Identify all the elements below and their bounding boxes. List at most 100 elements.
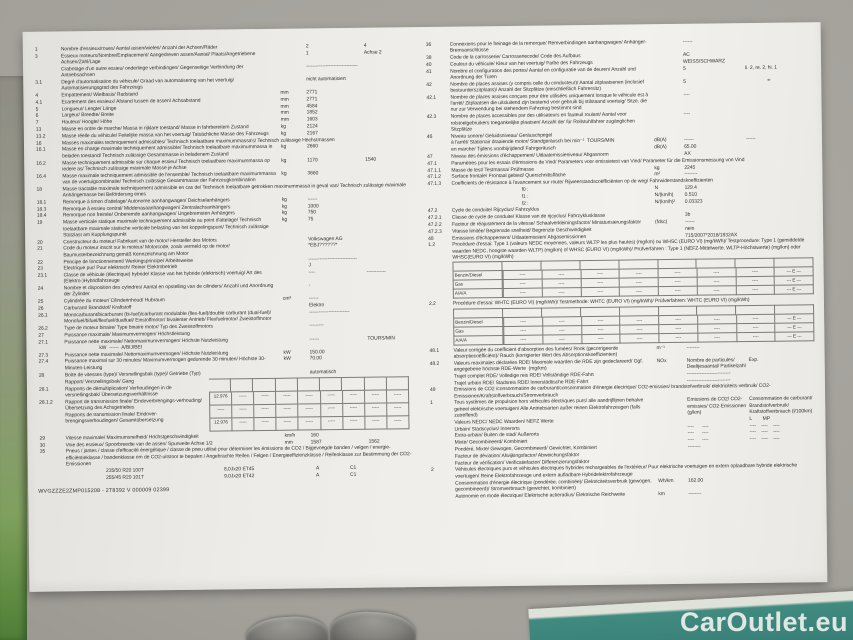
row-value-2 [365, 129, 417, 130]
table-cell: ----- [298, 391, 321, 405]
table-cell: ---- [659, 324, 699, 334]
table-cell: ---- [697, 314, 737, 325]
table-cell: ----- [364, 390, 388, 404]
row-number: 3 [34, 53, 38, 60]
gearbox-section: Rapport/ Versnellingsbak/ Gang 28.1 Rapp… [37, 375, 421, 434]
row-unit: mm [280, 96, 289, 103]
table-cell: ---- [542, 316, 582, 327]
row-number: 26 [37, 305, 44, 312]
table-cell: ---- [581, 334, 621, 344]
row-label: Rapports de démultiplication/ Verhouding… [64, 384, 173, 399]
row-number: 41 [426, 68, 432, 75]
row-value: 3660 [307, 169, 319, 177]
emission-column-header [619, 259, 659, 270]
row-value-2 [745, 90, 811, 91]
rim-size: 9,0Jx20 ET42 [224, 472, 255, 480]
row-value-2 [749, 369, 815, 370]
emission-column-header [580, 259, 620, 271]
document-columns: 1 Nombre d'essieux/roues/ Aantal assen/w… [33, 37, 818, 591]
row-value-2 [368, 348, 420, 349]
left-rows-block-2: 29 Vitesse maximale/ Maximumsnelheid/ Hö… [38, 431, 421, 468]
row-number: 1 [34, 46, 38, 53]
row-unit: N/(km/h)² [654, 198, 676, 205]
row-number: 48.2 [429, 360, 440, 367]
row-unit: m⁻¹ [656, 344, 665, 351]
energy-class: A [315, 465, 320, 472]
row-value: 5 [683, 78, 687, 85]
table-cell: ----- [298, 404, 321, 418]
table-cell: ----- [254, 417, 277, 431]
table-cell: ----- [320, 390, 343, 405]
row-number: 6 [35, 113, 39, 120]
row-unit: N/(km/h) [654, 191, 674, 199]
row-value-2 [366, 209, 418, 210]
row-value: - [308, 282, 311, 289]
row-number: 49 [429, 387, 436, 394]
right-rows-block-1: 36 Connexions pour le freinage de la rem… [424, 37, 814, 261]
table-cell: ---- [503, 317, 543, 327]
row-unit: kg [281, 144, 287, 151]
table-cell: ----- [209, 405, 233, 419]
row-label: Rapports de transmission finale/ Eindove… [65, 411, 164, 425]
gear-table-body: 12.976 ----- ----- ----- ----- ----- ----- ----… [209, 390, 410, 432]
energy-class: A [316, 471, 320, 478]
row-value: 70.00 [309, 355, 322, 362]
row-value-2 [367, 321, 419, 322]
row-number: 30 [39, 442, 46, 449]
row-number: 38 [425, 54, 432, 62]
row-value-2 [364, 62, 416, 63]
row-number: 26.1 [38, 312, 48, 319]
row-value-2: Consommation de carburant/ Brandstofverb… [749, 395, 814, 416]
row-unit: kg [281, 203, 287, 210]
gear-column-header [208, 378, 232, 393]
table-cell: 12.976 [209, 392, 233, 406]
row-value-2: Exp. [748, 356, 759, 363]
coc-document: 1 Nombre d'essieux/roues/ Aantal assen/w… [22, 22, 828, 592]
row-value-2: TOURS/MIN [367, 334, 395, 342]
row-value: 2660 [306, 143, 319, 150]
table-cell: ---- [736, 286, 776, 296]
row-value-2: ------ [745, 136, 756, 143]
row-value: Emissions de CO2/ CO2-emissies/ CO2-Emis… [687, 396, 748, 416]
row-unit: kW [283, 356, 291, 363]
table-cell: --- E --- [775, 313, 815, 324]
row-number: 48 [428, 235, 434, 242]
row-unit: kg [281, 210, 288, 217]
row-number: 48.1 [429, 347, 440, 354]
row-value-2 [745, 37, 811, 38]
tyre-class: C1 [350, 471, 357, 478]
emission-table1-body: Benzin/Diesel ---- ---- ---- ---- ---- ---- --… [452, 267, 814, 299]
row-value: ---- [308, 269, 316, 276]
row-unit: m² [654, 171, 661, 178]
emission-column-header [658, 305, 698, 316]
row-value-2 [745, 57, 811, 58]
row-number: 47.2.2 [427, 221, 442, 228]
row-value: -------- [688, 490, 702, 497]
paper-speck [767, 78, 771, 81]
gear-labels: Rapport/ Versnellingsbak/ Gang 28.1 Rapp… [37, 377, 210, 433]
row-value-2 [747, 190, 813, 191]
row-label: Nombre de places accessibles par des uti… [450, 111, 637, 133]
row-value-2 [749, 376, 815, 377]
row-value-2 [746, 110, 812, 111]
row-number: 27.1 [38, 339, 48, 346]
table-cell: ---- [503, 335, 544, 345]
gear-column-header [364, 376, 387, 391]
row-value-2 [745, 50, 811, 51]
row-value: ------ [309, 335, 320, 342]
table-cell: ----- [254, 404, 277, 418]
row-number: 13.2 [35, 133, 46, 140]
table-cell: 12.976 [209, 418, 233, 432]
row-value-2: ---- ---- ---- [749, 435, 780, 443]
row-unit: dB(A) [653, 137, 667, 144]
row-value-2 [367, 281, 419, 282]
row-value: Nombre de particules/ Deeltjesaantal/ Pa… [686, 356, 746, 370]
fuel-row-label: A/A/A [452, 289, 503, 299]
row-number: 26.2 [38, 325, 48, 332]
table-cell: ---- [542, 270, 582, 280]
table-cell: ---- [581, 287, 621, 298]
row-value: 5 [683, 65, 686, 72]
row-number: 47.1.2 [427, 174, 442, 181]
emission-column-header [657, 258, 697, 270]
row-number: 28 [38, 372, 45, 379]
